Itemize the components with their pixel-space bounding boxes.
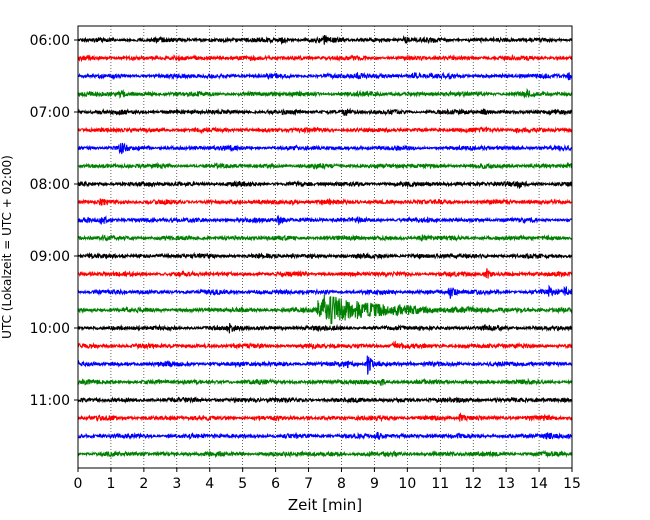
trace-line-9 [77, 197, 573, 207]
trace-line-19 [77, 377, 573, 386]
y-tick-label-08:00: 08:00 [30, 177, 70, 193]
x-tick-label-6: 6 [271, 476, 280, 492]
y-axis-ticks: 06:00 07:00 08:00 09:00 10:00 11:00 [30, 33, 78, 409]
trace-line-15 [77, 294, 573, 325]
x-tick-label-10: 10 [398, 476, 416, 492]
trace-line-5 [77, 125, 573, 135]
trace-line-21 [77, 412, 573, 423]
trace-line-7 [77, 161, 573, 171]
trace-line-23 [77, 449, 573, 459]
trace-line-11 [77, 233, 573, 242]
y-tick-label-09:00: 09:00 [30, 249, 70, 265]
x-tick-label-14: 14 [530, 476, 548, 492]
x-tick-label-1: 1 [106, 476, 115, 492]
x-tick-label-2: 2 [139, 476, 148, 492]
trace-line-2 [77, 71, 573, 81]
trace-line-12 [77, 251, 573, 261]
x-tick-label-15: 15 [563, 476, 581, 492]
x-tick-label-13: 13 [497, 476, 515, 492]
trace-line-18 [77, 355, 573, 375]
trace-line-4 [77, 107, 573, 117]
y-tick-label-07:00: 07:00 [30, 105, 70, 121]
trace-line-14 [77, 284, 573, 299]
trace-line-3 [77, 87, 573, 99]
x-axis-ticks: 0 1 2 3 4 5 6 7 8 9 10 11 12 13 14 15 [74, 468, 581, 492]
x-tick-label-12: 12 [464, 476, 482, 492]
x-tick-label-3: 3 [172, 476, 181, 492]
x-tick-label-7: 7 [304, 476, 313, 492]
plot-frame [77, 25, 573, 469]
trace-line-6 [77, 142, 573, 155]
y-tick-label-10:00: 10:00 [30, 321, 70, 337]
x-axis-title: Zeit [min] [288, 496, 362, 514]
trace-line-10 [77, 214, 573, 226]
x-tick-label-11: 11 [431, 476, 449, 492]
trace-line-13 [77, 268, 573, 279]
x-tick-label-5: 5 [238, 476, 247, 492]
trace-line-0 [77, 34, 573, 46]
trace-line-16 [77, 323, 573, 334]
y-tick-label-06:00: 06:00 [30, 33, 70, 49]
y-tick-label-11:00: 11:00 [30, 393, 70, 409]
x-tick-label-9: 9 [370, 476, 379, 492]
trace-line-20 [77, 395, 573, 404]
seismic-traces [77, 34, 573, 459]
x-tick-label-4: 4 [205, 476, 214, 492]
trace-line-17 [77, 340, 573, 351]
trace-line-1 [77, 53, 573, 63]
trace-line-22 [77, 431, 573, 441]
y-axis-title: UTC (Lokalzeit = UTC + 02:00) [0, 155, 14, 339]
x-tick-label-0: 0 [74, 476, 83, 492]
trace-line-8 [77, 179, 573, 189]
x-tick-label-8: 8 [337, 476, 346, 492]
